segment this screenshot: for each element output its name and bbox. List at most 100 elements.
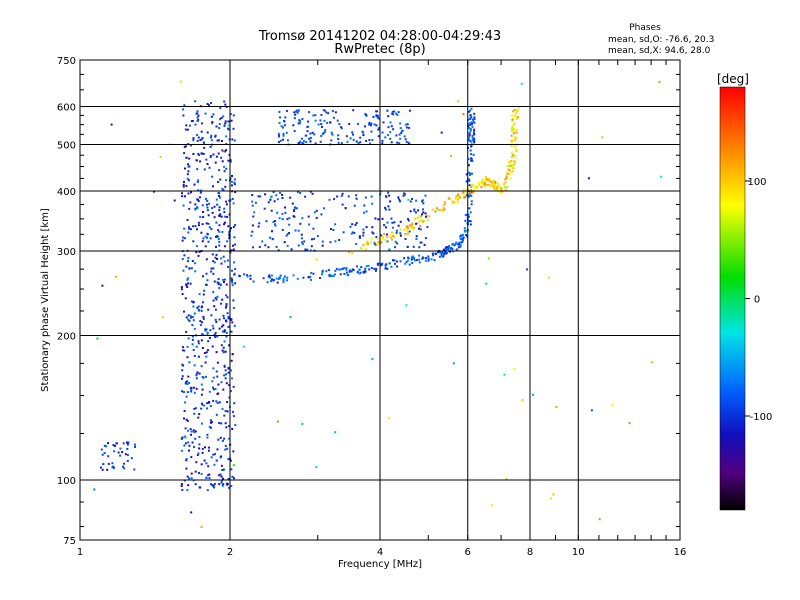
data-point (187, 282, 189, 285)
data-point (204, 112, 207, 115)
data-point (219, 283, 222, 286)
data-point (419, 224, 422, 227)
data-point (188, 157, 191, 160)
data-point (187, 163, 190, 166)
data-point (289, 196, 292, 199)
data-point (205, 355, 208, 358)
data-point (202, 141, 205, 144)
data-point (218, 422, 221, 424)
data-point (512, 127, 515, 130)
data-point (410, 226, 413, 229)
data-point (486, 183, 489, 186)
data-point (282, 132, 285, 135)
data-point (406, 123, 409, 126)
data-point (420, 215, 422, 218)
data-point (282, 134, 285, 137)
data-point (212, 267, 215, 270)
data-point (385, 263, 388, 266)
data-point (276, 281, 279, 284)
data-point (232, 114, 235, 117)
data-point (182, 269, 185, 272)
data-point (462, 194, 465, 197)
data-point (288, 223, 291, 226)
data-point (125, 441, 128, 444)
data-point (439, 250, 442, 253)
data-point (188, 449, 190, 452)
data-point (380, 240, 383, 243)
data-point (233, 273, 236, 276)
data-point (334, 431, 337, 434)
data-point (455, 198, 458, 201)
data-point (333, 198, 336, 201)
data-point (370, 195, 373, 198)
data-point (185, 124, 188, 127)
data-point (484, 181, 486, 184)
data-point (183, 410, 186, 412)
data-point (187, 441, 190, 444)
data-point (197, 224, 200, 227)
data-point (451, 200, 454, 203)
data-point (411, 255, 414, 258)
data-point (198, 250, 201, 253)
data-point (217, 282, 220, 285)
data-point (93, 488, 96, 491)
data-point (470, 123, 473, 126)
data-point (223, 170, 226, 173)
data-point (470, 184, 473, 187)
data-point (301, 241, 303, 244)
data-point (223, 340, 226, 343)
data-point (186, 173, 189, 176)
data-point (465, 230, 467, 233)
data-point (226, 312, 229, 315)
data-point (246, 275, 249, 278)
data-point (469, 173, 471, 176)
data-point (292, 215, 295, 218)
data-point (406, 245, 409, 248)
data-point (323, 207, 325, 210)
data-point (308, 111, 311, 114)
data-point (479, 181, 481, 184)
data-point (279, 274, 282, 277)
data-point (408, 126, 411, 129)
data-point (213, 305, 216, 308)
data-point (311, 238, 313, 241)
data-point (206, 163, 209, 165)
data-point (286, 276, 289, 279)
data-point (206, 349, 209, 352)
data-point (223, 374, 226, 377)
data-point (223, 278, 226, 281)
data-point (107, 462, 110, 465)
data-point (206, 206, 209, 209)
data-point (280, 125, 283, 128)
data-point (360, 266, 363, 269)
data-point (381, 237, 383, 240)
data-point (297, 109, 300, 112)
data-point (196, 110, 199, 113)
data-point (233, 477, 235, 480)
data-point (288, 232, 290, 235)
data-point (225, 294, 228, 297)
data-point (511, 114, 514, 117)
data-point (230, 227, 232, 230)
data-point (209, 136, 212, 139)
data-point (552, 493, 555, 496)
data-point (514, 161, 517, 164)
data-point (381, 217, 384, 220)
data-point (490, 182, 493, 185)
data-point (234, 424, 237, 427)
data-point (364, 196, 367, 199)
data-point (396, 265, 399, 268)
data-point (473, 133, 476, 136)
data-point (370, 130, 373, 133)
data-point (216, 402, 219, 404)
data-point (187, 314, 190, 317)
data-point (444, 203, 447, 206)
data-point (186, 419, 189, 422)
data-point (197, 114, 200, 117)
data-point (504, 178, 507, 181)
data-point (468, 179, 471, 182)
colorbar-gradient (719, 86, 746, 511)
data-point (200, 525, 203, 528)
data-point (199, 324, 202, 326)
data-point (220, 257, 223, 260)
